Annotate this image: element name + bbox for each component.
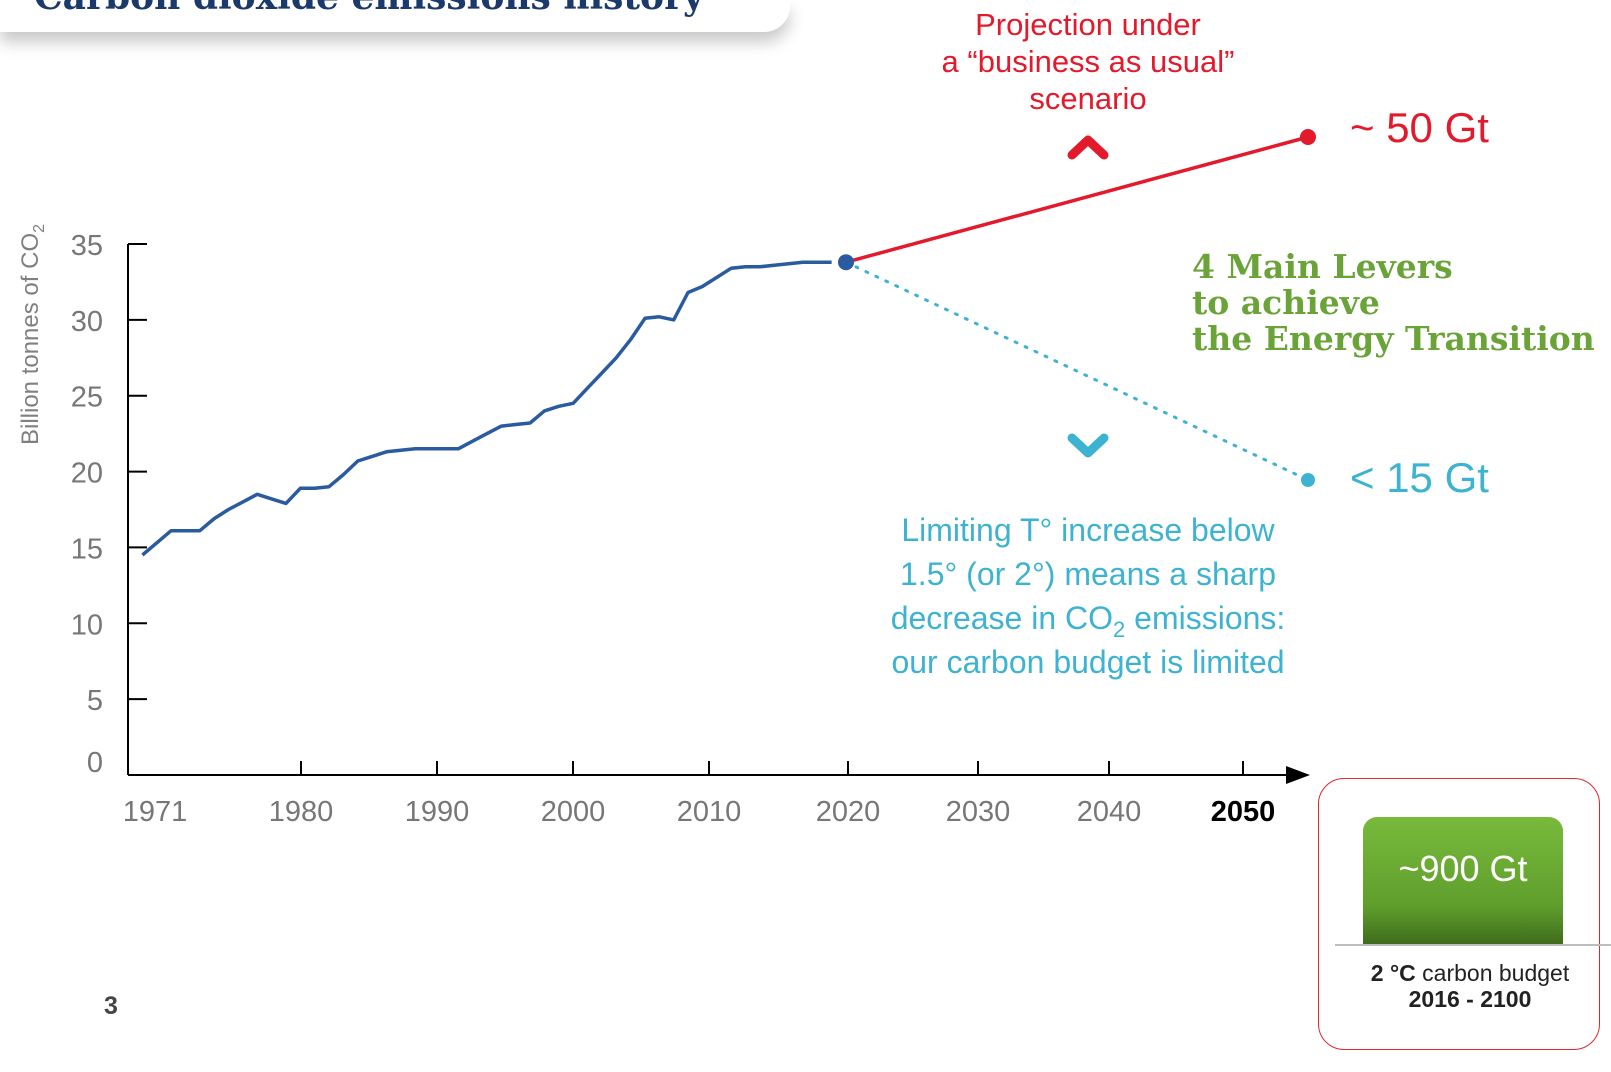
carbon-budget-bar xyxy=(1363,817,1563,944)
x-tick-label: 1990 xyxy=(405,796,470,828)
x-tick-label: 2020 xyxy=(816,796,881,828)
target-path-line xyxy=(844,260,1310,482)
carbon-budget-value: ~900 Gt xyxy=(1398,848,1528,889)
limiting-line-2: 1.5° (or 2°) means a sharp xyxy=(900,556,1276,592)
page-title: Carbon dioxide emissions history xyxy=(34,0,704,18)
y-axis-label: Billion tonnes of CO2 xyxy=(17,224,48,445)
target-end-point xyxy=(1301,473,1315,487)
limiting-line-1: Limiting T° increase below xyxy=(901,512,1275,548)
y-tick-label: 35 xyxy=(71,230,103,262)
limiting-line-3-post: emissions: xyxy=(1125,600,1285,636)
historical-emissions-line xyxy=(141,260,832,557)
low-value-label: < 15 Gt xyxy=(1350,454,1489,501)
projection-line-1: Projection under xyxy=(975,7,1201,42)
x-axis-arrow-icon xyxy=(1286,766,1310,784)
levers-line-3: the Energy Transition xyxy=(1192,319,1595,358)
limiting-line-3: decrease in CO2 emissions: xyxy=(891,600,1286,642)
carbon-budget-caption-bold: 2 °C xyxy=(1370,960,1416,986)
x-tick-label: 1971 xyxy=(123,796,188,828)
limiting-line-4: our carbon budget is limited xyxy=(891,644,1284,680)
y-tick-label: 30 xyxy=(71,306,103,338)
down-chevron-icon xyxy=(1067,433,1109,458)
projection-line xyxy=(845,135,1309,264)
series-layer xyxy=(141,129,1316,557)
axes: 0 5 10 15 20 25 30 35 1971 1980 1990 2000 2010 2020 20… xyxy=(71,230,1310,828)
high-value-label: ~ 50 Gt xyxy=(1350,104,1489,151)
levers-line-1: 4 Main Levers xyxy=(1192,247,1453,286)
carbon-budget-baseline xyxy=(1335,944,1611,946)
carbon-budget-years: 2016 - 2100 xyxy=(1408,986,1532,1012)
page-number: 3 xyxy=(104,992,118,1020)
y-tick-label: 15 xyxy=(71,533,103,565)
limiting-line-3-sub: 2 xyxy=(1113,617,1125,642)
carbon-budget-panel xyxy=(1318,778,1600,1050)
y-tick-label: 5 xyxy=(87,685,103,717)
projection-line-3: scenario xyxy=(1029,81,1146,116)
x-tick-label: 2050 xyxy=(1211,796,1276,828)
limiting-line-3-pre: decrease in CO xyxy=(891,600,1113,636)
current-year-point xyxy=(838,254,854,271)
projection-end-point xyxy=(1300,129,1316,145)
y-axis-label-main: Billion tonnes of CO xyxy=(17,233,44,445)
x-tick-label: 2000 xyxy=(541,796,606,828)
x-tick-label: 2040 xyxy=(1077,796,1142,828)
y-tick-label: 0 xyxy=(87,747,103,779)
title-band: Carbon dioxide emissions history xyxy=(0,0,790,32)
y-tick-label: 25 xyxy=(71,382,103,414)
projection-line-2: a “business as usual” xyxy=(942,44,1235,79)
y-axis-label-sub: 2 xyxy=(31,224,48,233)
y-tick-label: 10 xyxy=(71,609,103,641)
up-chevron-icon xyxy=(1067,135,1109,160)
svg-text:Billion tonnes of CO2: Billion tonnes of CO2 xyxy=(17,224,48,445)
y-tick-label: 20 xyxy=(71,458,103,490)
x-tick-label: 2030 xyxy=(946,796,1011,828)
carbon-budget-caption: 2 °C carbon budget 2016 - 2100 xyxy=(1340,960,1600,1012)
levers-line-2: to achieve xyxy=(1192,283,1380,322)
x-tick-label: 2010 xyxy=(677,796,742,828)
annotation-layer: Projection under a “business as usual” s… xyxy=(891,7,1595,680)
x-tick-label: 1980 xyxy=(269,796,334,828)
carbon-budget-caption-rest: carbon budget xyxy=(1415,960,1570,986)
